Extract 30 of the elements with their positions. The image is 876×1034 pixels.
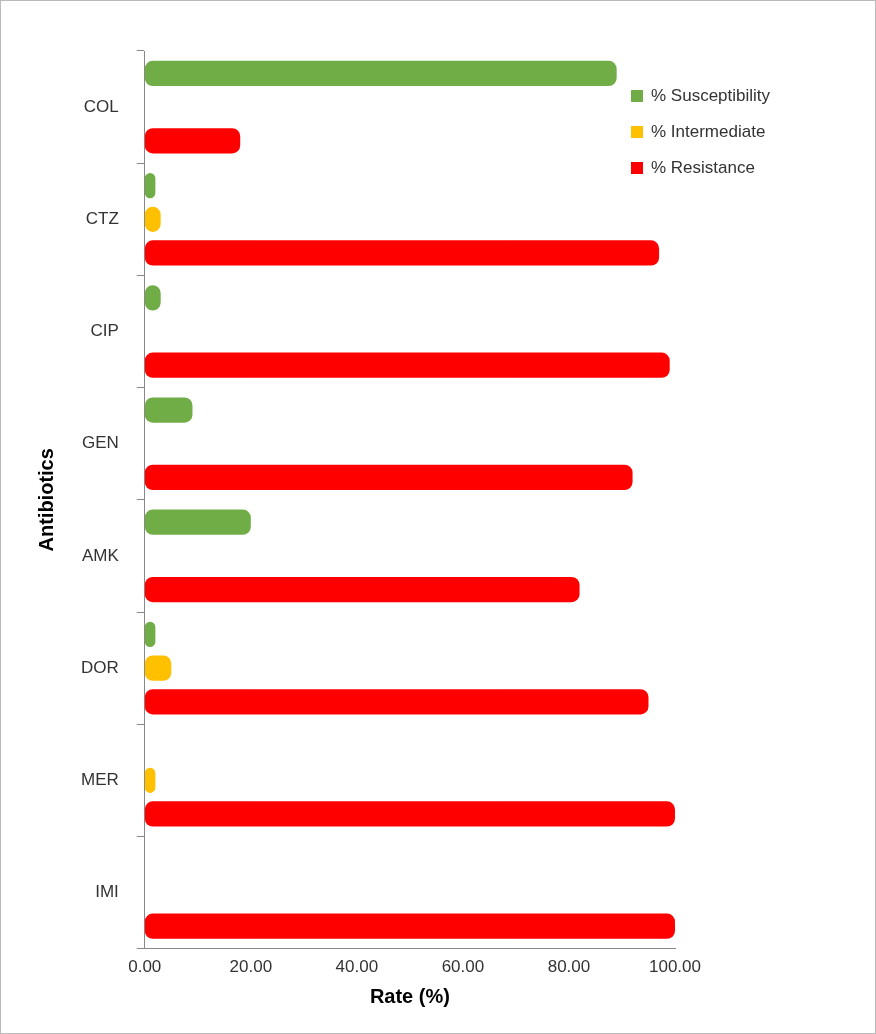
y-tick-label: IMI: [95, 882, 119, 902]
x-axis-title: Rate (%): [369, 984, 450, 1007]
y-tick-label: DOR: [81, 657, 119, 677]
bar: [144, 689, 649, 715]
bar: [144, 60, 617, 87]
y-tick-label: CTZ: [85, 208, 119, 228]
bar: [144, 913, 675, 939]
bar: [144, 128, 241, 154]
x-tick-label: 20.00: [229, 957, 273, 977]
legend-label: % Susceptibility: [651, 86, 771, 106]
y-tick-label: GEN: [81, 433, 119, 453]
bar: [144, 576, 580, 603]
legend-label: % Intermediate: [651, 122, 766, 142]
bar: [144, 352, 670, 378]
y-tick-label: CIP: [90, 321, 119, 341]
bar: [144, 801, 675, 827]
x-tick-label: 40.00: [335, 957, 379, 977]
x-tick-label: 60.00: [441, 957, 485, 977]
y-tick-label: COL: [83, 96, 119, 116]
bar: [144, 509, 251, 535]
bar: [144, 240, 660, 266]
x-tick-label: 100.00: [649, 957, 701, 977]
bar: [144, 464, 633, 490]
y-axis-title: Antibiotics: [34, 448, 57, 552]
y-tick-label: MER: [81, 769, 119, 789]
x-tick-label: 0.00: [128, 957, 162, 977]
legend-label: % Resistance: [651, 158, 755, 178]
x-tick-label: 80.00: [547, 957, 591, 977]
y-tick-label: AMK: [81, 545, 120, 565]
bar: [144, 397, 193, 423]
